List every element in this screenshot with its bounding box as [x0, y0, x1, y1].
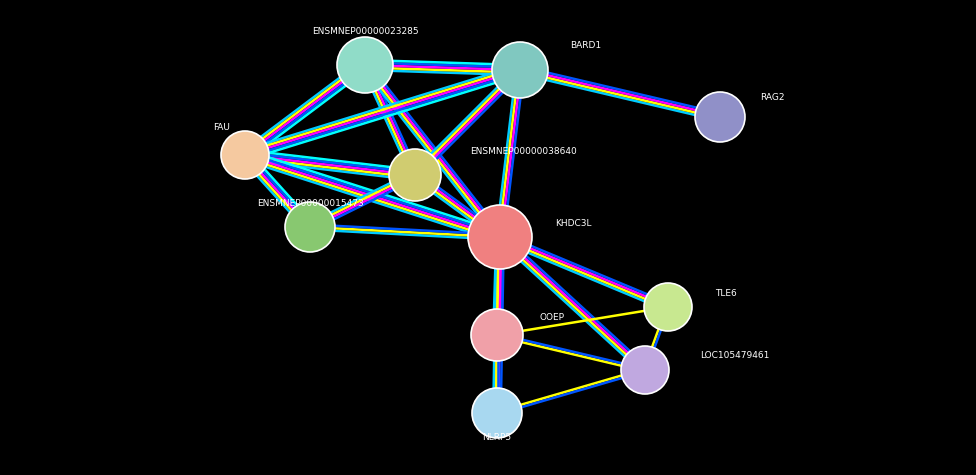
Text: ENSMNEP00000015473: ENSMNEP00000015473 [257, 199, 363, 208]
Text: OOEP: OOEP [540, 313, 565, 322]
Circle shape [695, 92, 745, 142]
Circle shape [389, 149, 441, 201]
Circle shape [285, 202, 335, 252]
Text: BARD1: BARD1 [570, 40, 601, 49]
Circle shape [472, 388, 522, 438]
Circle shape [471, 309, 523, 361]
Text: ENSMNEP00000023285: ENSMNEP00000023285 [311, 28, 419, 37]
Text: TLE6: TLE6 [715, 288, 737, 297]
Circle shape [621, 346, 669, 394]
Text: KHDC3L: KHDC3L [555, 218, 591, 228]
Text: RAG2: RAG2 [760, 93, 785, 102]
Text: ENSMNEP00000038640: ENSMNEP00000038640 [470, 148, 577, 156]
Circle shape [337, 37, 393, 93]
Circle shape [468, 205, 532, 269]
Circle shape [492, 42, 548, 98]
Circle shape [644, 283, 692, 331]
Text: FAU: FAU [213, 123, 230, 132]
Circle shape [221, 131, 269, 179]
Text: LOC105479461: LOC105479461 [700, 351, 769, 360]
Text: NLRP5: NLRP5 [482, 433, 511, 441]
